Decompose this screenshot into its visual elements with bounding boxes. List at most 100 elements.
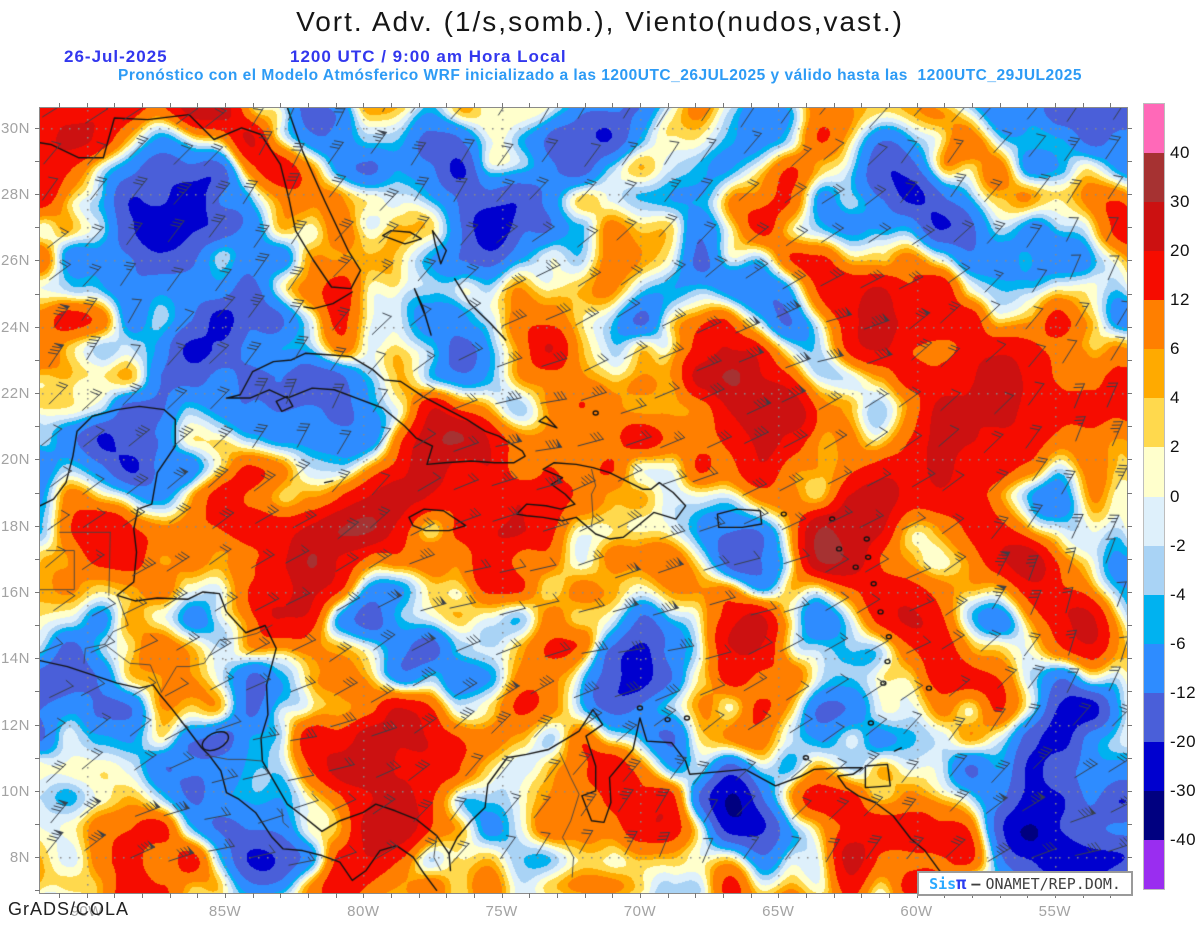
- axis-tick-mark: [35, 326, 40, 328]
- axis-tick-mark: [778, 103, 780, 108]
- lat-tick-label: 30N: [0, 119, 30, 137]
- lon-tick-label: 80W: [347, 903, 380, 920]
- axis-tick-mark: [86, 103, 88, 108]
- colorbar-tick-label: 6: [1170, 339, 1180, 359]
- colorbar-segment: [1144, 839, 1164, 889]
- axis-tick-mark: [363, 893, 365, 898]
- colorbar-tick-label: 0: [1170, 486, 1180, 506]
- axis-tick-mark: [418, 103, 420, 108]
- axis-tick-mark: [35, 492, 40, 494]
- axis-tick-mark: [225, 103, 227, 108]
- axis-tick-mark: [35, 790, 40, 792]
- forecast-date: 26-Jul-2025: [64, 47, 168, 66]
- axis-tick-mark: [1027, 103, 1029, 108]
- axis-tick-mark: [833, 893, 835, 898]
- colorbar-segment: [1144, 447, 1164, 497]
- axis-tick-mark: [556, 893, 558, 898]
- axis-tick-mark: [308, 103, 310, 108]
- watermark-box: Sis π – ONAMET/REP.DOM.: [917, 871, 1133, 896]
- axis-tick-mark: [35, 127, 40, 129]
- axis-tick-mark: [501, 893, 503, 898]
- lat-tick-label: 18N: [0, 517, 30, 535]
- axis-tick-mark: [1082, 103, 1084, 108]
- lat-tick-label: 10N: [0, 782, 30, 800]
- axis-tick-mark: [529, 893, 531, 898]
- axis-tick-mark: [612, 893, 614, 898]
- axis-tick-mark: [169, 893, 171, 898]
- axis-tick-mark: [750, 893, 752, 898]
- axis-tick-mark: [35, 691, 40, 693]
- colorbar-segment: [1144, 643, 1164, 693]
- axis-tick-mark: [639, 893, 641, 898]
- watermark-pi-icon: π: [956, 873, 967, 894]
- colorbar-tick-label: -30: [1170, 780, 1197, 800]
- axis-tick-mark: [473, 893, 475, 898]
- axis-tick-mark: [833, 103, 835, 108]
- axis-tick-mark: [916, 103, 918, 108]
- watermark-sis: Sis: [929, 874, 957, 893]
- axis-tick-mark: [1054, 103, 1056, 108]
- axis-tick-mark: [1127, 227, 1132, 229]
- axis-tick-mark: [335, 103, 337, 108]
- axis-tick-mark: [35, 260, 40, 262]
- lat-tick-label: 22N: [0, 385, 30, 403]
- lat-tick-label: 24N: [0, 318, 30, 336]
- axis-tick-mark: [252, 893, 254, 898]
- lon-tick-label: 55W: [1038, 903, 1072, 920]
- map-area: [39, 107, 1128, 894]
- axis-tick-mark: [1127, 161, 1132, 163]
- colorbar-segment: [1144, 251, 1164, 301]
- axis-tick-mark: [1127, 326, 1132, 328]
- page-title: Vort. Adv. (1/s,somb.), Viento(nudos,vas…: [296, 6, 904, 37]
- axis-tick-mark: [1127, 591, 1132, 593]
- axis-tick-mark: [35, 857, 40, 859]
- axis-tick-mark: [86, 893, 88, 898]
- axis-tick-mark: [1110, 103, 1112, 108]
- axis-tick-mark: [1127, 691, 1132, 693]
- axis-tick-mark: [59, 893, 61, 898]
- axis-tick-mark: [888, 893, 890, 898]
- colorbar-tick-label: -6: [1170, 633, 1187, 653]
- axis-tick-mark: [35, 591, 40, 593]
- lon-tick-label: 70W: [623, 903, 657, 920]
- axis-tick-mark: [1127, 194, 1132, 196]
- axis-tick-mark: [197, 103, 199, 108]
- axis-tick-mark: [35, 625, 40, 627]
- axis-tick-mark: [1127, 492, 1132, 494]
- axis-tick-mark: [695, 893, 697, 898]
- axis-tick-mark: [805, 103, 807, 108]
- lat-tick-label: 20N: [0, 451, 30, 469]
- axis-tick-mark: [1127, 127, 1132, 129]
- colorbar-tick-label: 12: [1170, 290, 1190, 310]
- lat-tick-label: 12N: [0, 716, 30, 734]
- axis-tick-mark: [391, 103, 392, 108]
- axis-tick-mark: [722, 103, 724, 108]
- axis-tick-mark: [35, 459, 40, 461]
- axis-tick-mark: [971, 103, 973, 108]
- axis-tick-mark: [35, 293, 40, 295]
- axis-tick-mark: [35, 824, 40, 826]
- colorbar-segment: [1144, 153, 1164, 203]
- colorbar-segment: [1144, 104, 1164, 154]
- axis-tick-mark: [556, 103, 558, 108]
- axis-tick-mark: [308, 893, 310, 898]
- forecast-subtitle: Pronóstico con el Modelo Atmósferico WRF…: [117, 67, 1082, 84]
- axis-tick-mark: [35, 426, 40, 428]
- axis-tick-mark: [1127, 757, 1132, 759]
- lon-tick-label: 60W: [900, 903, 933, 920]
- lat-tick-label: 26N: [0, 252, 30, 270]
- axis-tick-mark: [1127, 625, 1132, 627]
- axis-tick-mark: [1127, 558, 1132, 560]
- axis-tick-mark: [1127, 824, 1132, 826]
- axis-tick-mark: [35, 525, 40, 527]
- axis-tick-mark: [252, 103, 254, 108]
- colorbar-tick-label: -12: [1170, 682, 1197, 702]
- watermark-separator: –: [971, 874, 981, 893]
- axis-tick-mark: [280, 103, 282, 108]
- axis-tick-mark: [1127, 724, 1132, 726]
- watermark-org: ONAMET/REP.DOM.: [985, 874, 1121, 893]
- axis-tick-mark: [446, 103, 448, 108]
- axis-tick-mark: [363, 103, 365, 108]
- axis-tick-mark: [1127, 525, 1132, 527]
- axis-tick-mark: [335, 893, 337, 898]
